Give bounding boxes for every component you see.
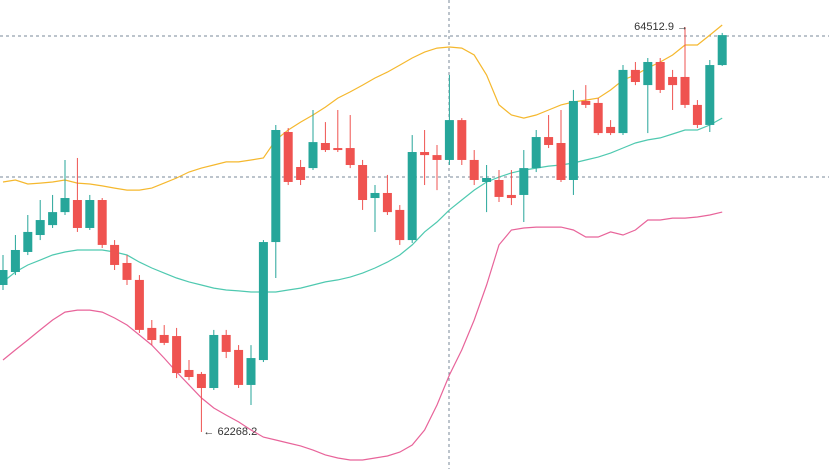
candle-body <box>296 166 306 180</box>
candle-body <box>97 200 107 245</box>
plot-area: 64512.9 → ← 62268.2 <box>0 21 727 461</box>
candle-body <box>345 148 355 166</box>
candle-body <box>283 131 293 182</box>
price-annotation: 64512.9 → <box>634 21 688 33</box>
candle-body <box>692 104 702 125</box>
price-annotation: ← 62268.2 <box>203 426 257 438</box>
candle-body <box>444 120 454 160</box>
candle-body <box>370 192 380 199</box>
candle-body <box>420 152 430 156</box>
candle-body <box>258 242 268 361</box>
candle-body <box>382 192 392 213</box>
candle-body <box>568 100 578 180</box>
candle-body <box>556 142 566 180</box>
candle-body <box>320 142 330 151</box>
candle-body <box>618 69 628 134</box>
candle-body <box>246 358 256 385</box>
candle-body <box>358 165 368 201</box>
candle-body <box>593 102 603 134</box>
candle-body <box>482 177 492 182</box>
candle-body <box>221 334 231 352</box>
candle-body <box>519 168 529 195</box>
candle-body <box>395 209 405 241</box>
candle-body <box>630 69 640 83</box>
candle-body <box>432 155 442 160</box>
candle-body <box>606 126 616 134</box>
candle-body <box>72 200 82 228</box>
candle-body <box>457 120 467 160</box>
candle-body <box>531 137 541 169</box>
candle-body <box>271 130 281 243</box>
candle-body <box>333 148 343 151</box>
candle-body <box>122 262 132 280</box>
candle-body <box>655 61 665 90</box>
candle-body <box>705 65 715 125</box>
candle-body <box>717 35 727 66</box>
candle-body <box>544 137 554 145</box>
candle-body <box>668 76 678 86</box>
candle-body <box>147 327 157 341</box>
band-line <box>2 211 723 461</box>
candle-body <box>10 249 20 272</box>
candle-body <box>110 244 120 265</box>
band-line <box>2 117 723 293</box>
candle-body <box>196 373 206 389</box>
candle-body <box>469 159 479 180</box>
candle-body <box>234 349 244 385</box>
candle-body <box>494 179 504 197</box>
candle-body <box>23 231 33 252</box>
candle-body <box>209 334 219 389</box>
candle-body <box>0 270 8 285</box>
candle-body <box>48 212 58 226</box>
candle-body <box>35 220 45 236</box>
candle-body <box>407 152 417 241</box>
candle-body <box>643 61 653 86</box>
candle-body <box>134 279 144 330</box>
candle-body <box>159 334 169 343</box>
candle-body <box>60 198 70 213</box>
candle-body <box>184 369 194 378</box>
candle-body <box>308 142 318 169</box>
candle-body <box>506 194 516 199</box>
candle-body <box>85 200 95 228</box>
candle-body <box>680 76 690 105</box>
candle-body <box>172 336 182 374</box>
candle-body <box>581 100 591 105</box>
band-line <box>2 24 723 191</box>
